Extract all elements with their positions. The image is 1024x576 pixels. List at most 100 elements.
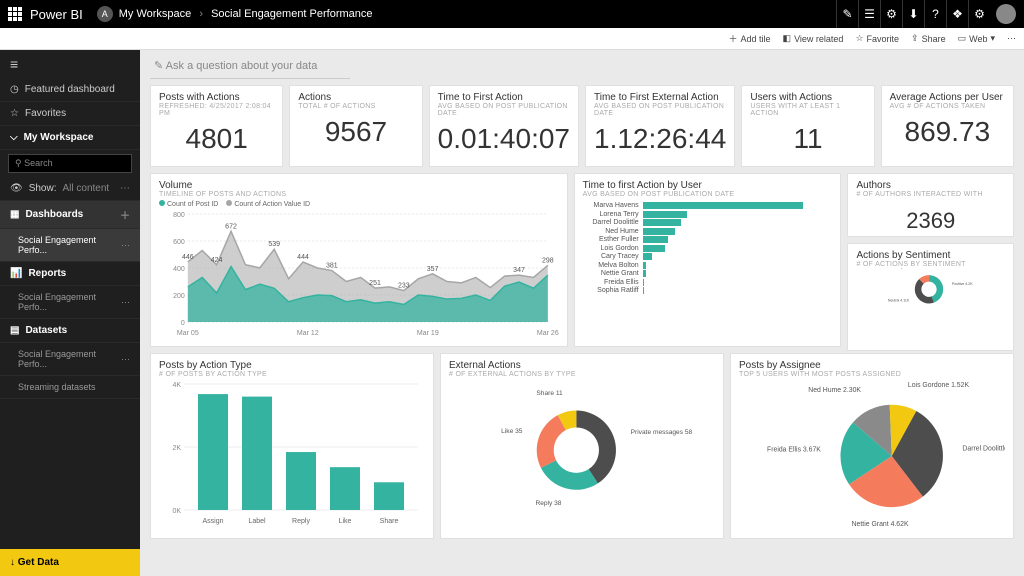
svg-text:Label: Label: [248, 518, 266, 525]
kpi-ttfa[interactable]: Time to First ActionAVG BASED ON POST PU…: [429, 85, 579, 167]
hbar-row: Ned Hume: [583, 228, 833, 235]
posts-assignee-tile[interactable]: Posts by AssigneeTOP 5 USERS WITH MOST P…: [730, 353, 1014, 539]
hbar-row: Melva Bolton: [583, 262, 833, 269]
hbar-row: Lois Gordon: [583, 245, 833, 252]
get-data-button[interactable]: ↓ Get Data: [0, 549, 140, 576]
share-button[interactable]: ⇪Share: [911, 33, 946, 44]
hbar-row: Sophia Ratliff: [583, 287, 833, 294]
svg-text:Negative 1.15K: Negative 1.15K: [897, 268, 922, 269]
svg-text:357: 357: [427, 266, 439, 273]
user-avatar[interactable]: [996, 4, 1016, 24]
svg-text:0: 0: [181, 320, 185, 327]
workspace-avatar-icon: A: [97, 6, 113, 22]
sidebar: ≡ ◷Featured dashboard ☆Favorites ⌵My Wor…: [0, 50, 140, 576]
svg-text:446: 446: [182, 254, 194, 261]
kpi-posts_actions[interactable]: Posts with ActionsREFRESHED: 4/25/2017 2…: [150, 85, 283, 167]
svg-text:Darrel Doolittle 5.60K: Darrel Doolittle 5.60K: [962, 445, 1005, 452]
sentiment-tile[interactable]: Actions by Sentiment# OF ACTIONS BY SENT…: [847, 243, 1014, 351]
dashboard-canvas: ✎ Ask a question about your data Posts w…: [140, 50, 1024, 576]
svg-text:424: 424: [211, 257, 223, 264]
topbar-icon[interactable]: ☰: [858, 0, 880, 28]
view-related-button[interactable]: ◧View related: [783, 33, 844, 44]
nav-reports-item[interactable]: Social Engagement Perfo...⋯: [0, 286, 140, 319]
svg-text:672: 672: [225, 223, 237, 230]
topbar-icon[interactable]: ⚙: [880, 0, 902, 28]
nav-featured[interactable]: ◷Featured dashboard: [0, 78, 140, 102]
kpi-avg[interactable]: Average Actions per UserAVG # OF ACTIONS…: [881, 85, 1014, 167]
more-button[interactable]: ⋯: [1007, 33, 1016, 44]
hbar-row: Freida Ellis: [583, 279, 833, 286]
hbar-row: Esther Fuller: [583, 236, 833, 243]
posts-action-type-tile[interactable]: Posts by Action Type# OF POSTS BY ACTION…: [150, 353, 434, 539]
breadcrumb-workspace[interactable]: My Workspace: [119, 8, 192, 20]
topbar-icon[interactable]: ⚙: [968, 0, 990, 28]
search-icon: ⚲: [15, 158, 22, 168]
nav-workspace[interactable]: ⌵My Workspace: [0, 126, 140, 150]
svg-text:251: 251: [369, 280, 381, 287]
search-input[interactable]: ⚲ Search: [8, 154, 132, 173]
svg-text:0K: 0K: [172, 508, 181, 515]
ttfa-user-tile[interactable]: Time to first Action by UserAVG BASED ON…: [574, 173, 842, 347]
kpi-actions[interactable]: ActionsTOTAL # OF ACTIONS9567: [289, 85, 422, 167]
svg-text:Like: Like: [339, 518, 352, 525]
chart-icon: 📊: [10, 268, 22, 279]
hbar-row: Marva Havens: [583, 202, 833, 209]
hbar-row: Cary Tracey: [583, 253, 833, 260]
nav-datasets-item2[interactable]: Streaming datasets: [0, 376, 140, 399]
nav-reports[interactable]: 📊Reports: [0, 262, 140, 286]
svg-text:Lois Gordone 1.52K: Lois Gordone 1.52K: [908, 382, 970, 389]
nav-dashboards-item[interactable]: Social Engagement Perfo...⋯: [0, 229, 140, 262]
eye-icon: 👁: [10, 183, 23, 194]
svg-text:Share 11: Share 11: [536, 390, 563, 397]
hamburger-icon[interactable]: ≡: [0, 50, 140, 78]
app-launcher-icon[interactable]: [8, 7, 22, 21]
svg-text:Mar 19: Mar 19: [417, 330, 439, 337]
topbar-icon[interactable]: ✎: [836, 0, 858, 28]
db-icon: ▤: [10, 325, 19, 336]
web-dropdown[interactable]: ▭Web▾: [958, 33, 995, 44]
svg-text:539: 539: [268, 241, 280, 248]
kpi-ttfea[interactable]: Time to First External ActionAVG BASED O…: [585, 85, 735, 167]
svg-text:Freida Ellis 3.67K: Freida Ellis 3.67K: [767, 446, 821, 453]
svg-text:Mar 26: Mar 26: [537, 330, 559, 337]
qna-input[interactable]: ✎ Ask a question about your data: [150, 56, 350, 79]
svg-text:4K: 4K: [172, 382, 181, 389]
external-actions-tile[interactable]: External Actions# OF EXTERNAL ACTIONS BY…: [440, 353, 724, 539]
volume-chart-tile[interactable]: VolumeTIMELINE OF POSTS AND ACTIONS Coun…: [150, 173, 568, 347]
svg-text:444: 444: [297, 254, 309, 261]
breadcrumb-page: Social Engagement Performance: [211, 8, 372, 20]
svg-text:Reply 38: Reply 38: [535, 500, 561, 507]
svg-text:Mar 12: Mar 12: [297, 330, 319, 337]
nav-dashboards[interactable]: ▦Dashboards＋: [0, 201, 140, 229]
brand: Power BI: [30, 7, 83, 22]
add-tile-button[interactable]: ＋Add tile: [729, 32, 771, 45]
grid-icon: ▦: [10, 209, 19, 220]
svg-text:Reply: Reply: [292, 518, 310, 525]
nav-datasets-item1[interactable]: Social Engagement Perfo...⋯: [0, 343, 140, 376]
svg-text:Share: Share: [380, 518, 399, 525]
favorite-button[interactable]: ☆Favorite: [855, 33, 899, 44]
nav-favorites[interactable]: ☆Favorites: [0, 102, 140, 126]
svg-text:Mar 05: Mar 05: [177, 330, 199, 337]
svg-text:2K: 2K: [172, 445, 181, 452]
topbar-icon[interactable]: ⬇: [902, 0, 924, 28]
nav-show[interactable]: 👁Show: All content⋯: [0, 177, 140, 201]
hbar-row: Nettie Grant: [583, 270, 833, 277]
svg-text:400: 400: [173, 266, 185, 273]
star-icon: ☆: [10, 108, 19, 119]
top-bar: Power BI A My Workspace › Social Engagem…: [0, 0, 1024, 28]
svg-text:Private messages 58: Private messages 58: [631, 429, 693, 436]
svg-text:347: 347: [513, 267, 525, 274]
svg-text:Assign: Assign: [202, 518, 223, 525]
hbar-row: Lorena Terry: [583, 211, 833, 218]
kpi-users[interactable]: Users with ActionsUSERS WITH AT LEAST 1 …: [741, 85, 874, 167]
svg-text:Nettie Grant 4.62K: Nettie Grant 4.62K: [852, 521, 909, 528]
topbar-icon[interactable]: ?: [924, 0, 946, 28]
svg-text:Positive 4.2K: Positive 4.2K: [952, 282, 973, 286]
authors-tile[interactable]: Authors# OF AUTHORS INTERACTED WITH 2369: [847, 173, 1014, 237]
svg-text:Neutral 4.11K: Neutral 4.11K: [888, 299, 910, 303]
dashboard-toolbar: ＋Add tile ◧View related ☆Favorite ⇪Share…: [0, 28, 1024, 50]
nav-datasets[interactable]: ▤Datasets: [0, 319, 140, 343]
dashboard-icon: ◷: [10, 84, 19, 95]
topbar-icon[interactable]: ❖: [946, 0, 968, 28]
